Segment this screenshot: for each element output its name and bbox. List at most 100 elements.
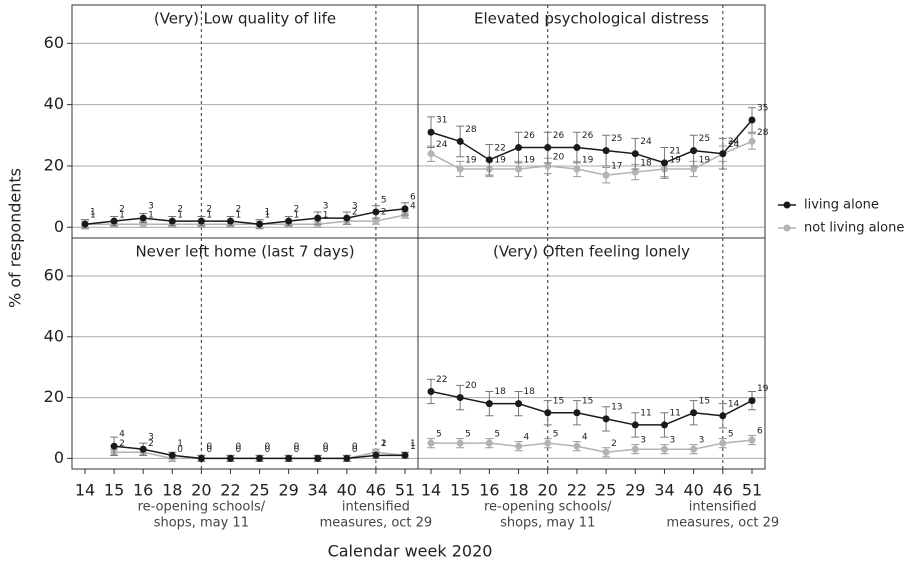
point (427, 387, 435, 395)
panel-border (417, 4, 766, 239)
data-label: 21 (669, 146, 680, 156)
y-tick-label: 60 (44, 33, 64, 52)
point (515, 165, 523, 173)
data-label: 6 (410, 192, 416, 202)
x-tick-label: 20 (191, 481, 211, 500)
data-label: 2 (206, 205, 212, 215)
point (748, 397, 756, 405)
point (456, 439, 464, 447)
point (427, 150, 435, 158)
data-label: 0 (352, 442, 358, 452)
point (372, 217, 380, 225)
data-label: 18 (494, 387, 506, 397)
data-label: 0 (235, 445, 241, 455)
point (690, 409, 698, 417)
point (544, 144, 552, 152)
data-label: 31 (436, 116, 447, 126)
data-label: 0 (294, 442, 300, 452)
data-label: 2 (235, 205, 241, 215)
data-label: 1 (206, 211, 212, 221)
point (139, 214, 147, 222)
data-label: 2 (611, 439, 617, 449)
data-label: 1 (177, 439, 183, 449)
point (631, 150, 639, 158)
x-axis-label: Calendar week 2020 (328, 542, 493, 561)
point (226, 454, 234, 462)
point (573, 165, 581, 173)
point (168, 451, 176, 459)
y-tick-label: 0 (54, 217, 64, 236)
data-label: 19 (582, 156, 594, 166)
data-label: 5 (381, 195, 387, 205)
point (485, 400, 493, 408)
data-label: 19 (494, 156, 506, 166)
point (256, 220, 264, 228)
x-tick-label: 16 (479, 481, 499, 500)
panel-border (417, 237, 766, 470)
point (401, 205, 409, 213)
data-label: 1 (381, 439, 387, 449)
data-label: 24 (640, 137, 652, 147)
data-label: 35 (757, 103, 768, 113)
point (314, 214, 322, 222)
legend-point (783, 224, 791, 232)
point (719, 439, 727, 447)
point (197, 454, 205, 462)
x-tick-label: 18 (508, 481, 528, 500)
point (573, 144, 581, 152)
y-tick-label: 40 (44, 94, 64, 113)
annotation: intensified (689, 500, 757, 515)
data-label: 1 (410, 439, 416, 449)
data-label: 1 (119, 211, 125, 221)
x-tick-label: 29 (625, 481, 645, 500)
data-label: 0 (206, 445, 212, 455)
point (456, 394, 464, 402)
point (401, 451, 409, 459)
data-label: 0 (323, 442, 329, 452)
data-label: 18 (524, 387, 536, 397)
point (427, 128, 435, 136)
point (343, 214, 351, 222)
data-label: 1 (294, 211, 300, 221)
data-label: 19 (669, 156, 681, 166)
legend-label: not living alone (804, 221, 904, 236)
point (544, 439, 552, 447)
series-line (85, 214, 406, 225)
point (719, 412, 727, 420)
data-label: 26 (582, 131, 594, 141)
data-label: 5 (553, 430, 559, 440)
point (660, 421, 668, 429)
panel-border (71, 4, 419, 239)
data-label: 1 (410, 442, 416, 452)
data-label: 1 (323, 211, 329, 221)
point (631, 168, 639, 176)
data-label: 3 (148, 433, 154, 443)
point (110, 217, 118, 225)
data-label: 1 (235, 211, 241, 221)
point (110, 442, 118, 450)
data-label: 4 (410, 202, 416, 212)
data-label: 0 (294, 445, 300, 455)
data-label: 14 (728, 399, 740, 409)
x-tick-label: 22 (220, 481, 240, 500)
data-label: 4 (582, 433, 588, 443)
point (485, 156, 493, 164)
x-tick-label: 46 (366, 481, 386, 500)
data-label: 24 (728, 137, 740, 147)
panel-title: Never left home (last 7 days) (135, 243, 354, 261)
x-tick-label: 25 (596, 481, 616, 500)
data-label: 1 (265, 208, 271, 218)
series-line (430, 140, 753, 176)
data-label: 0 (265, 445, 271, 455)
panel-title: Elevated psychological distress (474, 10, 709, 28)
annotation: shops, may 11 (500, 516, 595, 531)
data-label: 2 (381, 208, 387, 218)
data-label: 22 (494, 143, 505, 153)
panel-title: (Very) Low quality of life (154, 10, 336, 28)
data-label: 5 (465, 430, 471, 440)
x-tick-label: 34 (654, 481, 674, 500)
annotation: re-opening schools/ (484, 500, 612, 515)
point (427, 439, 435, 447)
point (372, 208, 380, 216)
